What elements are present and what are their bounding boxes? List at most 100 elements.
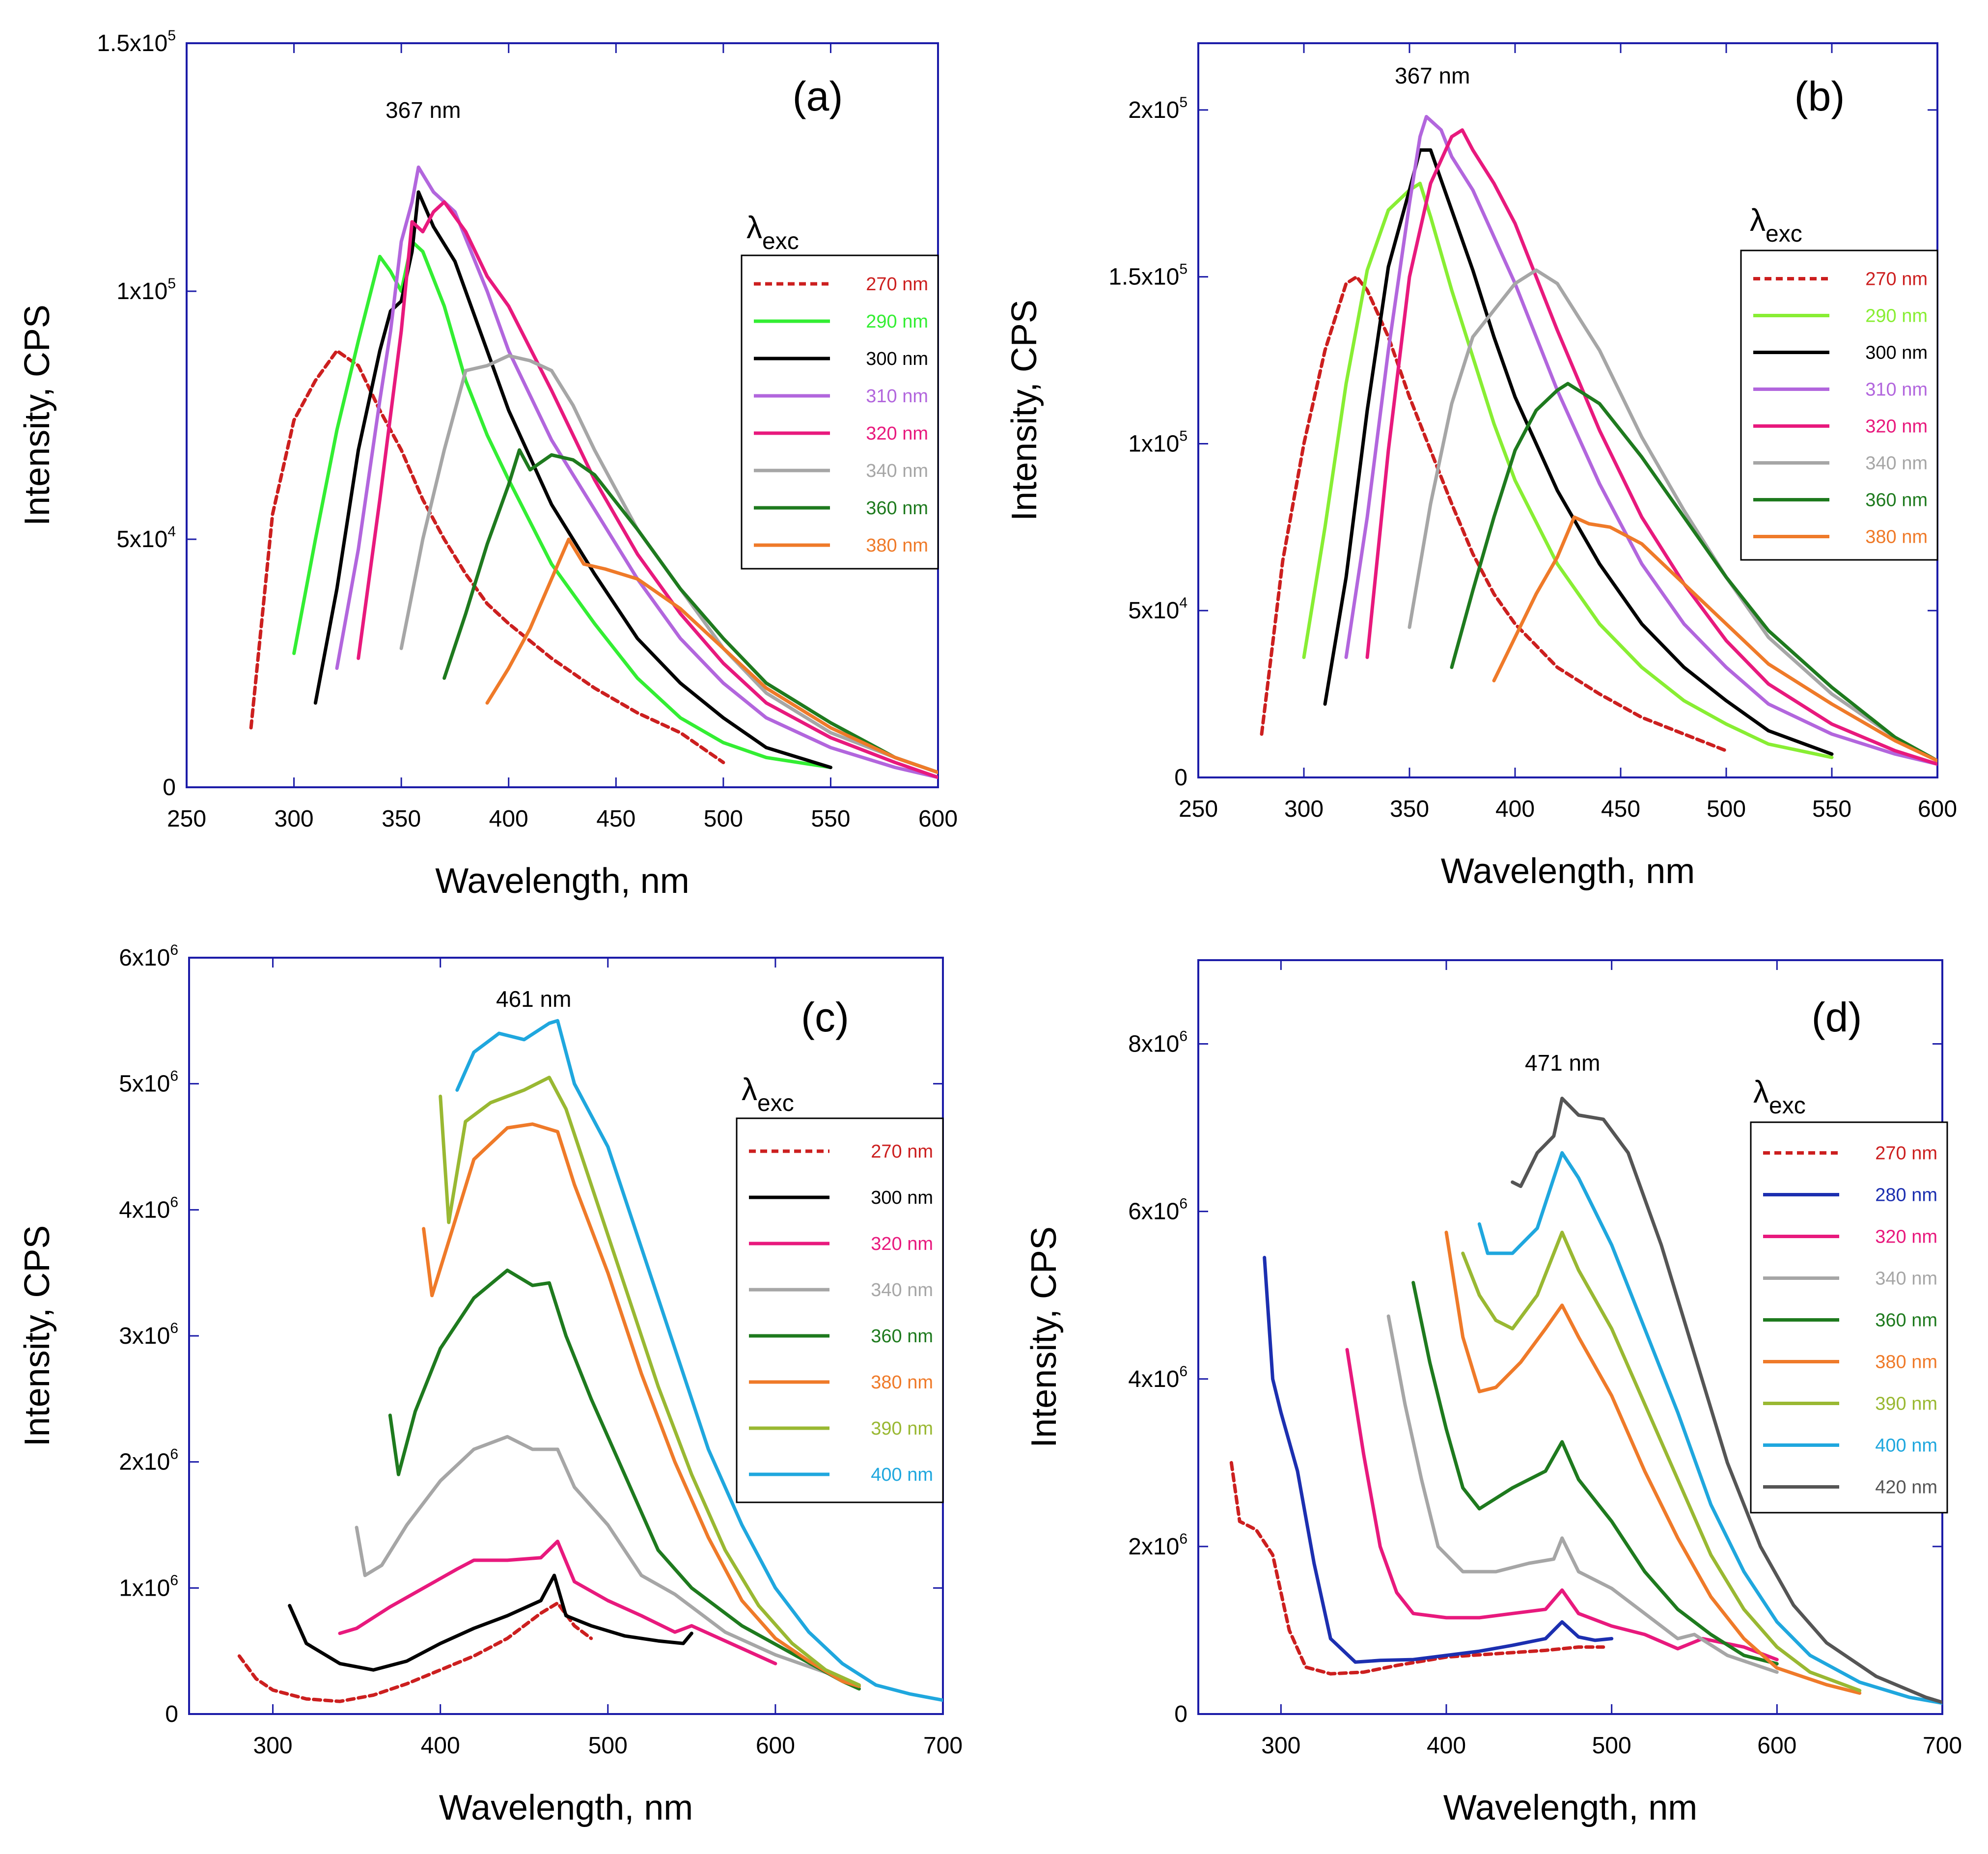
series-line-360-nm — [388, 1269, 861, 1691]
y-tick-label: 1x106 — [119, 1572, 178, 1601]
series-line-300-nm — [288, 1574, 693, 1672]
series-line-310-nm — [335, 166, 938, 779]
y-tick-label: 5x106 — [119, 1068, 178, 1097]
legend-label: 320 nm — [866, 423, 928, 444]
legend-label: 360 nm — [866, 498, 928, 519]
legend-label: 400 nm — [1875, 1436, 1937, 1456]
x-tick-label: 500 — [704, 806, 743, 832]
x-tick-label: 350 — [382, 806, 421, 832]
legend-label: 380 nm — [866, 535, 928, 556]
legend-label: 300 nm — [866, 349, 928, 369]
y-tick-label: 4x106 — [119, 1194, 178, 1223]
y-axis-title: Intensity, CPS — [18, 304, 57, 526]
y-tick-label: 1.5x105 — [97, 28, 176, 56]
series-line-420-nm — [1511, 1096, 1942, 1704]
series-line-320-nm — [338, 1539, 777, 1665]
series-line-340-nm — [1408, 268, 1937, 763]
legend-box — [736, 1117, 944, 1503]
x-tick-label: 250 — [167, 806, 206, 832]
legend-heading: λexc — [742, 1072, 794, 1116]
y-tick-label: 4x106 — [1128, 1363, 1187, 1392]
x-tick-label: 600 — [918, 806, 958, 832]
series-line-270-nm — [249, 349, 725, 764]
y-tick-label: 3x106 — [119, 1320, 178, 1349]
series-line-380-nm — [1444, 1230, 1862, 1695]
panel-label: (d) — [1812, 994, 1862, 1040]
panel-label: (b) — [1795, 73, 1845, 119]
series-group — [1260, 115, 1937, 766]
y-tick-label: 2x106 — [1128, 1531, 1187, 1560]
y-tick-label: 6x106 — [119, 942, 178, 971]
legend-label: 340 nm — [1865, 453, 1928, 474]
legend-label: 340 nm — [866, 461, 928, 481]
series-line-340-nm — [355, 1435, 861, 1688]
legend-heading: λexc — [1753, 1074, 1806, 1119]
y-axis-title: Intensity, CPS — [1024, 1226, 1064, 1448]
legend-box — [1750, 1121, 1948, 1514]
series-line-270-nm — [237, 1601, 593, 1703]
series-line-390-nm — [1461, 1230, 1862, 1692]
legend-label: 270 nm — [871, 1141, 933, 1162]
legend-label: 360 nm — [871, 1326, 933, 1347]
series-line-360-nm — [1450, 382, 1937, 763]
legend-label: 310 nm — [866, 386, 928, 407]
legend-label: 320 nm — [1875, 1227, 1937, 1247]
y-tick-label: 0 — [1174, 765, 1187, 791]
x-tick-label: 450 — [1601, 796, 1640, 822]
legend-label: 300 nm — [871, 1188, 933, 1208]
legend-box — [1740, 249, 1938, 561]
legend-label: 310 nm — [1865, 380, 1928, 400]
x-tick-label: 550 — [811, 806, 850, 832]
peak-annotation: 367 nm — [386, 97, 461, 123]
x-axis-title: Wavelength, nm — [1441, 852, 1695, 891]
x-tick-label: 500 — [588, 1733, 628, 1759]
legend-label: 380 nm — [1865, 527, 1928, 548]
x-tick-label: 400 — [421, 1733, 460, 1759]
x-tick-label: 350 — [1390, 796, 1429, 822]
y-tick-label: 0 — [165, 1701, 178, 1727]
y-tick-label: 0 — [1174, 1701, 1187, 1727]
series-line-380-nm — [1492, 515, 1937, 763]
chart-panel-3: 300 400 500 600 700 0 1x106 2x106 3x106 4x106 5x10… — [18, 942, 963, 1827]
series-group — [249, 166, 938, 779]
series-line-320-nm — [1345, 1348, 1779, 1661]
series-line-360-nm — [442, 448, 938, 775]
y-tick-label: 1x105 — [1128, 428, 1187, 457]
y-tick-label: 1x105 — [116, 276, 176, 304]
legend-label: 340 nm — [871, 1280, 933, 1301]
legend-label: 380 nm — [871, 1372, 933, 1393]
x-tick-label: 500 — [1592, 1733, 1631, 1759]
series-line-280-nm — [1263, 1256, 1614, 1664]
y-tick-label: 5x104 — [1128, 595, 1187, 624]
legend-label: 360 nm — [1875, 1310, 1937, 1331]
legend-heading: λexc — [1750, 202, 1802, 247]
x-tick-label: 300 — [253, 1733, 293, 1759]
chart-panel-1: 250 300 350 400 450 500 550 600 0 5x104 1x105 1.5x1… — [18, 28, 958, 901]
y-tick-label: 5x104 — [116, 524, 176, 553]
x-tick-label: 600 — [1918, 796, 1957, 822]
peak-annotation: 461 nm — [496, 986, 571, 1012]
y-tick-label: 1.5x105 — [1108, 261, 1187, 290]
series-line-310-nm — [1344, 115, 1937, 766]
x-tick-label: 400 — [1427, 1733, 1466, 1759]
panel-label: (a) — [793, 73, 843, 119]
series-group — [237, 1019, 943, 1703]
x-tick-label: 300 — [1261, 1733, 1300, 1759]
legend-label: 290 nm — [866, 311, 928, 332]
series-line-380-nm — [422, 1122, 861, 1688]
x-tick-label: 300 — [275, 806, 314, 832]
y-tick-label: 6x106 — [1128, 1196, 1187, 1225]
legend-label: 270 nm — [866, 274, 928, 295]
series-line-340-nm — [399, 354, 938, 775]
peak-annotation: 471 nm — [1525, 1050, 1600, 1076]
series-line-300-nm — [313, 190, 832, 770]
x-tick-label: 600 — [1757, 1733, 1796, 1759]
series-line-400-nm — [1477, 1151, 1942, 1705]
chart-panel-2: 250 300 350 400 450 500 550 600 0 5x104 1x105 1.5x1… — [1005, 42, 1957, 891]
x-tick-label: 700 — [923, 1733, 963, 1759]
x-axis-title: Wavelength, nm — [439, 1788, 693, 1827]
x-axis-title: Wavelength, nm — [435, 861, 690, 901]
y-tick-label: 2x106 — [119, 1446, 178, 1475]
x-tick-label: 300 — [1284, 796, 1324, 822]
series-line-320-nm — [1365, 128, 1937, 766]
